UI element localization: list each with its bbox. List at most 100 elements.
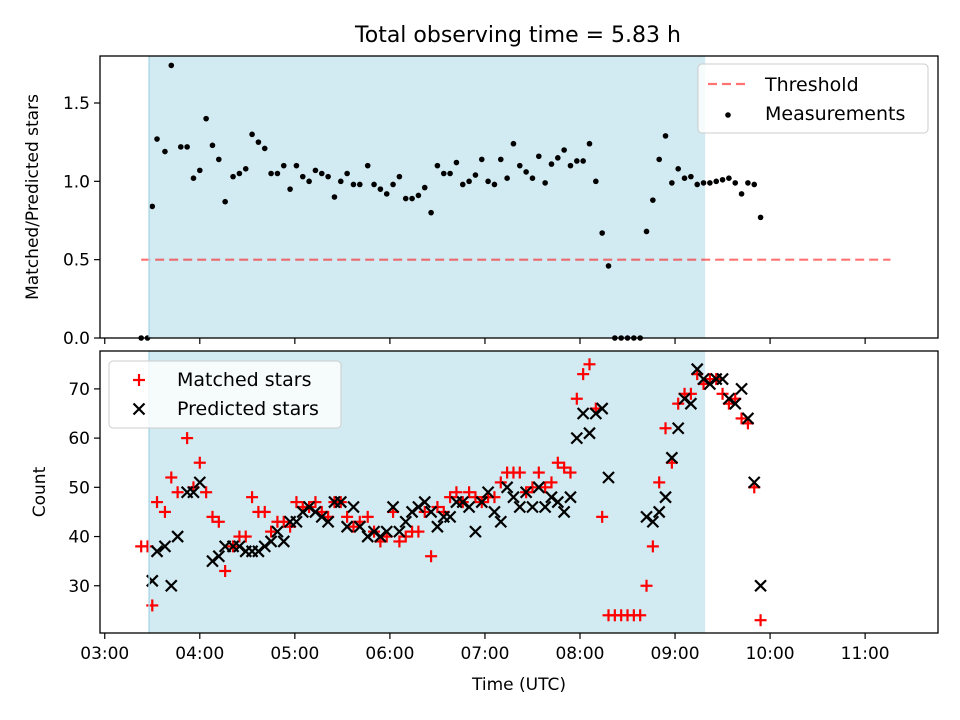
predicted-star-point — [150, 545, 164, 558]
y-tick-label: 0.0 — [63, 329, 90, 349]
measurement-point — [428, 209, 434, 216]
predicted-star-point — [576, 407, 590, 420]
legend-matched-swatch — [133, 374, 145, 386]
measurement-point — [293, 162, 300, 169]
matched-star-point — [596, 510, 609, 523]
predicted-star-point — [646, 515, 660, 529]
matched-star-point — [532, 466, 545, 479]
matched-star-point — [545, 476, 558, 489]
x-tick-label: 07:00 — [460, 644, 509, 664]
x-axis-label: Time (UTC) — [471, 675, 566, 695]
matched-star-point — [431, 501, 444, 514]
matched-star-point — [193, 456, 206, 469]
matched-star-point — [488, 491, 501, 504]
measurement-point — [168, 62, 175, 69]
predicted-star-point — [665, 451, 679, 465]
predicted-star-point — [500, 481, 514, 494]
predicted-star-point — [380, 525, 394, 538]
bottom-y-ticks: 30 40 50 60 70 — [68, 380, 100, 597]
matched-stars-points — [135, 358, 767, 627]
matched-star-point — [309, 496, 322, 509]
measurement-point — [688, 173, 694, 180]
predicted-star-point — [595, 402, 609, 415]
predicted-star-point — [340, 520, 354, 533]
matched-star-point — [290, 496, 303, 509]
predicted-star-point — [690, 362, 704, 376]
predicted-star-point — [399, 515, 413, 529]
matched-star-point — [418, 505, 431, 518]
matched-star-point — [341, 510, 354, 523]
bottom-legend: Matched stars Predicted stars — [108, 360, 342, 429]
matched-star-point — [634, 609, 647, 622]
measurement-point — [331, 194, 338, 200]
measurement-point — [306, 178, 312, 185]
measurement-point — [707, 180, 713, 186]
matched-star-point — [564, 466, 577, 479]
legend-measurements-swatch — [725, 112, 731, 118]
measurement-point — [356, 181, 363, 188]
legend-predicted-swatch — [132, 402, 146, 416]
matched-star-point — [347, 520, 360, 533]
predicted-star-point — [165, 579, 178, 593]
measurement-point — [350, 181, 357, 188]
matched-star-point — [583, 358, 596, 371]
matched-star-point — [558, 461, 571, 474]
matched-star-point — [526, 481, 539, 494]
matched-star-point — [258, 505, 271, 518]
measurement-point — [466, 178, 472, 185]
measurement-point — [643, 228, 650, 235]
predicted-star-point — [431, 520, 444, 533]
predicted-star-point — [551, 495, 565, 509]
top-y-axis-label: Matched/Predicted stars — [23, 94, 43, 300]
measurement-points — [138, 62, 764, 341]
measurement-point — [650, 197, 656, 203]
predicted-star-point — [469, 525, 482, 538]
measurement-point — [447, 170, 453, 177]
measurement-point — [497, 156, 504, 163]
predicted-star-point — [193, 476, 207, 489]
bottom-legend-box — [108, 360, 342, 429]
y-tick-label: 70 — [68, 380, 90, 400]
x-tick-label: 05:00 — [270, 644, 319, 664]
measurement-point — [751, 181, 758, 188]
measurement-point — [593, 178, 599, 185]
measurement-point — [491, 181, 498, 188]
bottom-y-axis-label: Count — [30, 466, 50, 517]
measurement-point — [196, 167, 203, 174]
matched-star-point — [640, 579, 653, 592]
matched-star-point — [735, 412, 748, 425]
matched-star-point — [265, 525, 278, 538]
top-panel: 0.0 0.5 1.0 1.5 Matched/Predicted stars Thr… — [23, 55, 939, 349]
matched-star-point — [539, 481, 552, 494]
top-x-ticks — [104, 338, 866, 344]
predicted-star-point — [526, 500, 539, 514]
measurement-point — [434, 162, 441, 169]
predicted-star-point — [494, 515, 508, 529]
measurement-point — [459, 181, 466, 188]
measurement-point — [390, 181, 396, 188]
matched-star-point — [146, 599, 159, 612]
predicted-star-point — [488, 505, 501, 519]
top-panel-frame — [99, 55, 939, 339]
matched-star-point — [246, 491, 259, 504]
measurement-point — [203, 115, 209, 122]
measurement-point — [162, 148, 168, 155]
predicted-star-point — [443, 510, 457, 524]
predicted-star-point — [507, 490, 520, 504]
predicted-star-point — [212, 549, 226, 563]
predicted-star-point — [602, 471, 615, 484]
measurement-point — [745, 180, 751, 186]
predicted-star-point — [347, 500, 360, 514]
matched-star-point — [200, 486, 213, 499]
measurement-point — [287, 186, 293, 192]
matched-star-point — [551, 456, 564, 469]
x-tick-label: 11:00 — [841, 644, 890, 664]
predicted-star-point — [532, 481, 546, 494]
y-tick-label: 1.0 — [63, 172, 90, 192]
matched-star-point — [277, 515, 290, 528]
y-tick-label: 60 — [68, 429, 90, 449]
observing-span-shade — [149, 56, 706, 338]
matched-star-point — [212, 515, 225, 528]
measurement-point — [599, 230, 605, 236]
